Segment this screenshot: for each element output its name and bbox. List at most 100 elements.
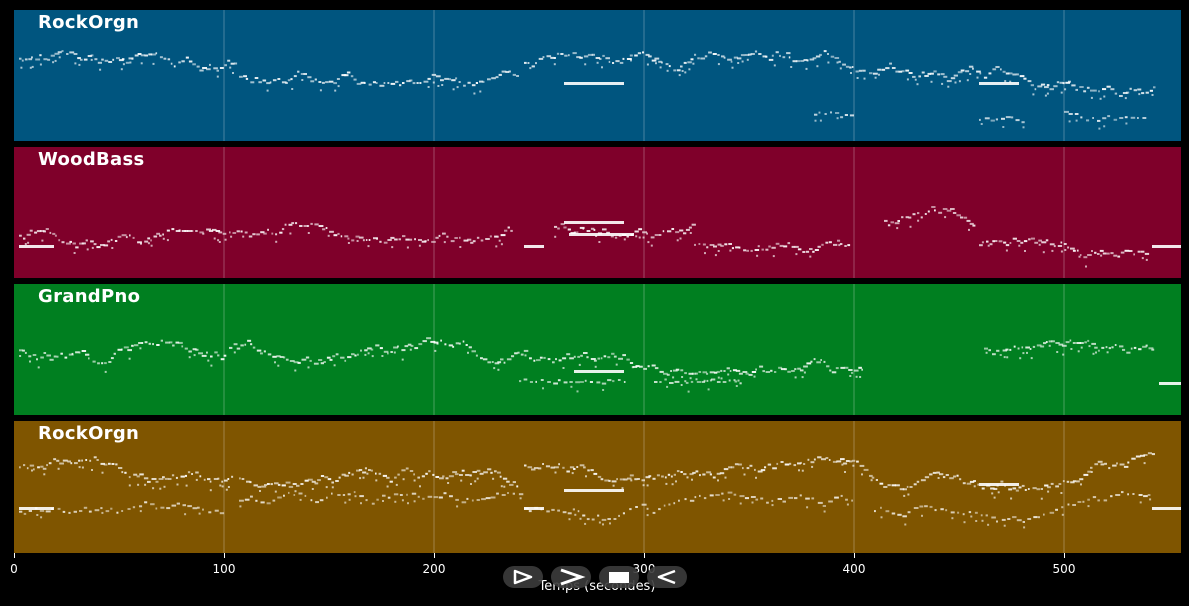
note bbox=[260, 352, 263, 355]
note bbox=[70, 462, 73, 465]
note bbox=[433, 496, 439, 499]
note bbox=[419, 82, 422, 84]
note bbox=[663, 504, 666, 507]
note bbox=[1077, 501, 1082, 503]
note bbox=[527, 62, 530, 64]
note bbox=[101, 362, 104, 365]
note bbox=[164, 477, 169, 480]
note bbox=[794, 497, 798, 500]
note bbox=[470, 241, 474, 244]
note bbox=[668, 65, 671, 68]
note bbox=[1005, 72, 1010, 75]
note bbox=[665, 482, 668, 485]
play-button[interactable] bbox=[503, 566, 543, 588]
note bbox=[1022, 521, 1025, 523]
note bbox=[425, 472, 428, 475]
note bbox=[805, 497, 810, 500]
note bbox=[583, 55, 589, 58]
note bbox=[331, 492, 333, 495]
note bbox=[574, 513, 577, 516]
note bbox=[717, 250, 720, 252]
note bbox=[162, 233, 164, 236]
note bbox=[138, 342, 143, 344]
note bbox=[261, 485, 267, 488]
note bbox=[290, 78, 293, 81]
tick-label: 100 bbox=[212, 562, 236, 576]
note bbox=[223, 354, 227, 357]
note bbox=[96, 459, 99, 461]
note bbox=[1062, 82, 1065, 85]
note bbox=[181, 345, 184, 348]
note bbox=[1123, 465, 1129, 468]
note bbox=[826, 365, 830, 368]
note bbox=[341, 74, 347, 77]
note bbox=[241, 478, 245, 480]
note bbox=[747, 53, 752, 56]
note bbox=[78, 466, 81, 469]
note bbox=[600, 478, 604, 481]
track-panel-grandpno: GrandPno bbox=[14, 284, 1181, 415]
note bbox=[646, 507, 649, 510]
note bbox=[1010, 116, 1014, 119]
note bbox=[1070, 481, 1075, 484]
note bbox=[465, 344, 468, 346]
track-panel-woodbass: WoodBass bbox=[14, 147, 1181, 278]
note bbox=[1056, 81, 1060, 84]
note bbox=[789, 462, 792, 465]
note bbox=[451, 79, 456, 82]
note bbox=[809, 58, 815, 61]
note bbox=[979, 244, 983, 247]
note bbox=[987, 244, 990, 247]
note bbox=[310, 222, 313, 225]
note bbox=[698, 371, 702, 373]
note bbox=[504, 229, 508, 232]
note bbox=[389, 480, 393, 483]
note bbox=[272, 355, 277, 358]
note bbox=[974, 511, 978, 514]
note bbox=[272, 499, 276, 502]
note bbox=[1038, 243, 1041, 246]
note bbox=[1003, 241, 1007, 244]
note bbox=[816, 361, 821, 364]
note bbox=[1141, 257, 1144, 260]
note bbox=[105, 510, 110, 513]
note bbox=[853, 369, 859, 372]
note bbox=[880, 506, 882, 509]
note bbox=[662, 230, 665, 233]
note bbox=[412, 82, 416, 85]
note bbox=[1104, 462, 1107, 465]
note bbox=[1044, 86, 1049, 89]
note bbox=[1009, 80, 1012, 83]
note bbox=[214, 351, 218, 354]
note bbox=[547, 358, 551, 361]
note bbox=[1143, 462, 1146, 465]
note bbox=[165, 341, 170, 344]
note bbox=[197, 506, 200, 509]
note bbox=[360, 81, 366, 84]
note bbox=[629, 474, 634, 477]
note bbox=[524, 354, 527, 357]
note bbox=[315, 501, 319, 504]
note bbox=[782, 56, 786, 59]
note bbox=[717, 376, 720, 379]
note bbox=[307, 76, 312, 79]
note bbox=[187, 505, 192, 508]
fast-forward-button[interactable] bbox=[551, 566, 591, 588]
note bbox=[26, 467, 29, 470]
sustained-note bbox=[524, 507, 544, 510]
rewind-button[interactable] bbox=[647, 566, 687, 588]
note bbox=[969, 73, 972, 75]
note bbox=[844, 114, 848, 116]
note bbox=[729, 249, 732, 252]
note bbox=[195, 348, 199, 351]
stop-button[interactable] bbox=[599, 566, 639, 588]
note bbox=[713, 371, 718, 374]
note bbox=[57, 51, 62, 54]
note bbox=[381, 355, 384, 357]
note bbox=[1012, 516, 1017, 519]
note bbox=[127, 349, 132, 352]
note bbox=[1100, 254, 1103, 257]
note bbox=[606, 231, 610, 234]
note bbox=[670, 475, 673, 478]
note bbox=[856, 460, 859, 463]
